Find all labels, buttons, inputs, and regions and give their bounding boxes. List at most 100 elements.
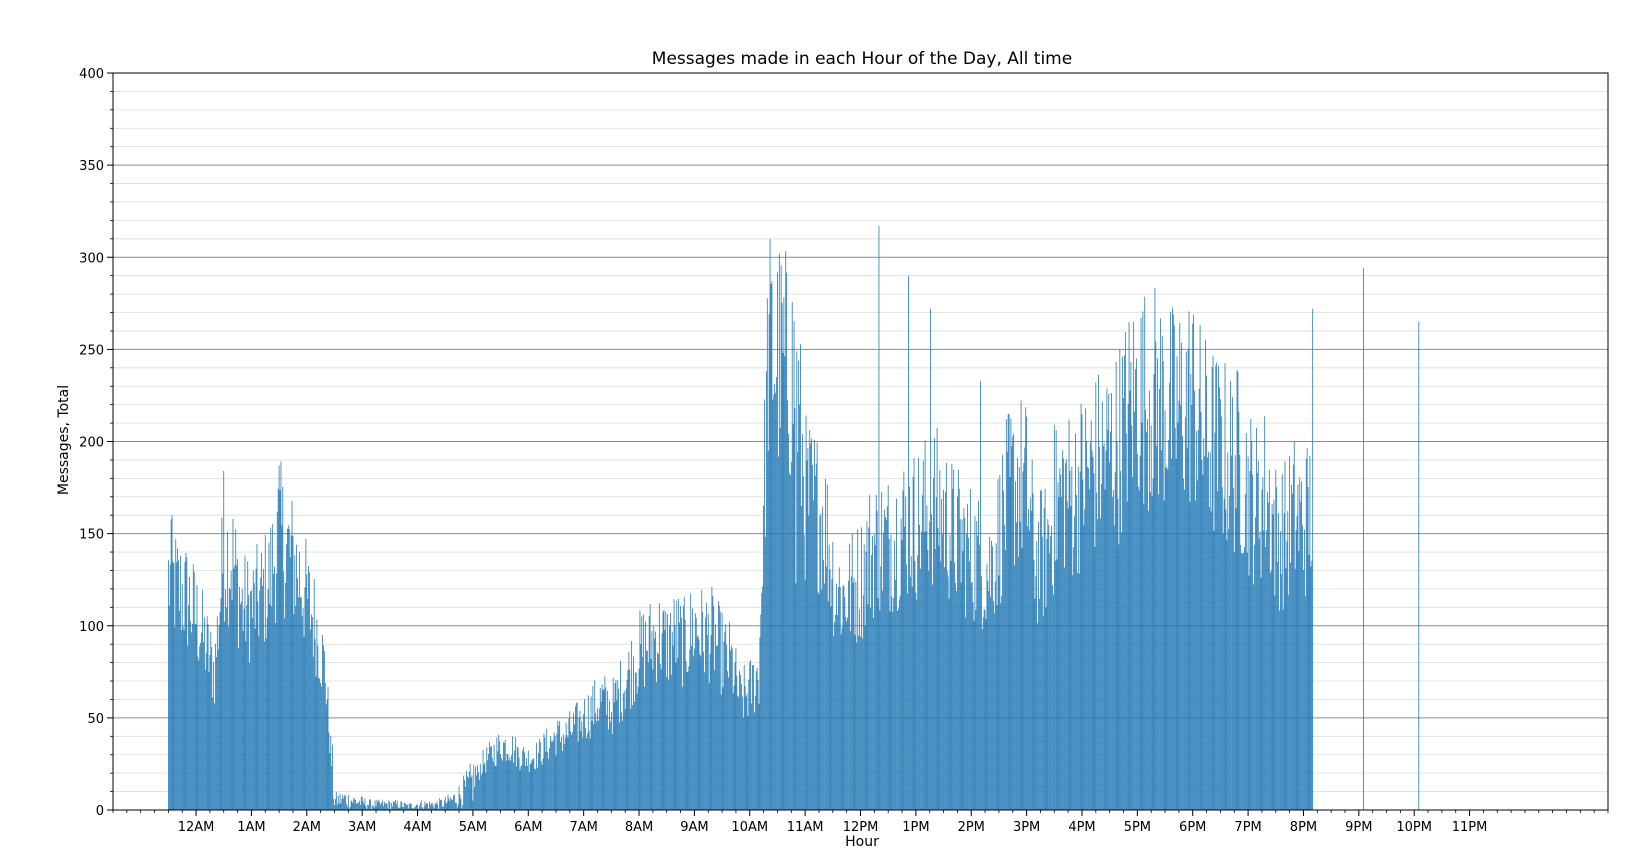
bar [916,599,918,810]
bar [242,630,244,810]
bar [276,511,278,810]
bar [989,536,991,810]
bar [811,438,812,810]
bar [544,737,546,810]
bar [489,742,490,810]
bar [1166,466,1168,810]
bar [729,650,731,810]
bar [1033,559,1035,810]
bar [308,565,310,810]
bar [524,752,525,810]
bar [181,583,183,810]
bar [229,589,231,810]
bar [381,802,382,810]
bar [941,498,943,810]
bar [720,694,722,810]
bar [462,804,464,810]
bar [1146,432,1147,810]
bar [529,764,531,810]
bar [703,651,705,810]
bar [1184,489,1185,810]
bar [714,670,716,810]
bar [356,803,358,810]
bar [762,586,764,810]
bar [1059,468,1061,810]
bar [405,803,406,810]
bar [774,384,776,810]
bar [464,780,465,810]
bar [804,579,806,810]
bar [1123,398,1124,810]
bar [457,804,459,810]
bar [1265,546,1267,810]
bar [456,807,458,810]
bar [600,701,602,810]
bar [411,807,413,810]
bar [587,695,589,810]
bar [805,415,807,810]
bar [513,762,514,810]
bar [652,669,654,810]
bar [1060,474,1062,810]
bar [972,602,974,810]
bar [968,537,969,810]
bar [960,582,962,810]
bar [203,641,204,810]
bar [509,757,511,810]
bar [1174,427,1176,810]
bar [597,708,598,810]
bar [1016,457,1018,810]
bar [823,559,824,810]
bar [1251,441,1253,810]
bar [1132,477,1134,810]
bar [705,602,707,810]
bar [603,689,605,810]
bar [301,616,303,810]
y-tick-label: 50 [87,712,104,727]
bar [1270,570,1272,810]
bar [319,678,321,810]
bar [706,634,708,810]
bar [1058,497,1060,810]
bar [830,606,832,810]
bar [551,741,553,810]
bar [318,678,320,810]
bar [943,489,944,810]
bar [250,591,251,810]
bar [269,604,271,810]
bar [980,380,981,810]
bar [957,469,959,810]
x-tick-label: 1PM [902,820,929,835]
bar [1200,411,1202,810]
x-tick-label: 11PM [1452,820,1488,835]
bar [606,714,608,810]
bar [1181,342,1183,810]
bar [410,803,412,810]
y-axis-title: Messages, Total [56,385,72,495]
bar [191,632,192,810]
bar [1255,517,1256,810]
bar [275,622,276,810]
bar [262,585,263,810]
bar [627,670,629,810]
bar [199,646,201,810]
bar [512,736,513,810]
bar [494,765,496,810]
bar [654,638,656,810]
bar [414,807,416,810]
bar [323,645,324,810]
bar [949,534,951,810]
bar [1245,432,1247,810]
bar [656,682,657,810]
bar [218,624,220,810]
bar [1285,568,1287,810]
bar [1169,382,1171,810]
bar [849,631,851,810]
y-tick-label: 200 [79,436,104,451]
bar [326,699,328,810]
bar [997,479,999,810]
bar [891,596,893,810]
bar [403,806,405,810]
bar [1177,422,1179,810]
bar [1254,544,1255,810]
